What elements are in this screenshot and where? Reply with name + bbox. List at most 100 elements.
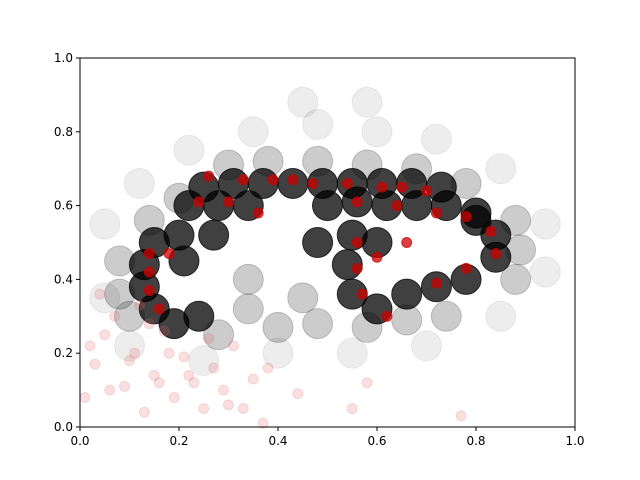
scatter-point: [356, 288, 368, 300]
x-tick-label: 1.0: [565, 434, 584, 448]
scatter-point: [153, 303, 165, 315]
scatter-point: [123, 167, 155, 199]
scatter-point: [411, 330, 442, 362]
scatter-point: [430, 207, 442, 219]
axes-frame: [79, 57, 576, 428]
scatter-point: [133, 299, 145, 311]
scatter-point: [361, 377, 373, 389]
scatter-point: [227, 340, 239, 352]
scatter-point: [351, 196, 363, 208]
scatter-point: [143, 318, 155, 330]
scatter-point: [109, 310, 121, 322]
scatter-point: [237, 403, 249, 415]
y-tick-label: 0.6: [54, 199, 73, 213]
scatter-point: [232, 293, 264, 325]
scatter-point: [124, 355, 135, 367]
scatter-point: [89, 282, 121, 314]
scatter-point: [94, 288, 106, 300]
x-tick-label: 0.2: [169, 434, 188, 448]
scatter-point: [307, 177, 319, 189]
scatter-point: [302, 108, 334, 140]
scatter-point: [223, 196, 234, 208]
y-tick-label: 0.0: [54, 420, 73, 434]
scatter-point: [128, 347, 140, 359]
scatter-point: [153, 377, 165, 389]
scatter-point: [218, 384, 230, 396]
scatter-point: [84, 340, 96, 352]
scatter-point: [312, 190, 343, 222]
y-tick-label: 1.0: [54, 51, 73, 65]
scatter-point: [89, 208, 121, 240]
scatter-point: [391, 278, 423, 310]
scatter-point: [163, 248, 175, 260]
scatter-point: [173, 134, 205, 166]
scatter-point: [178, 351, 190, 363]
scatter-point: [168, 245, 200, 277]
scatter-point: [371, 251, 383, 263]
scatter-point: [193, 196, 205, 208]
scatter-point: [114, 330, 145, 362]
scatter-point: [247, 373, 259, 385]
scatter-point: [430, 300, 462, 332]
scatter-point: [336, 337, 368, 369]
scatter-point: [183, 369, 195, 381]
scatter-point: [262, 311, 294, 343]
scatter-point: [455, 410, 467, 422]
scatter-point: [302, 308, 334, 340]
scatter-point: [302, 227, 334, 258]
x-tick-label: 0.8: [466, 434, 485, 448]
scatter-point: [163, 219, 195, 251]
scatter-point: [237, 116, 269, 148]
scatter-point: [198, 403, 210, 415]
plot-area: [79, 86, 561, 429]
scatter-point: [262, 337, 294, 369]
scatter-point: [79, 391, 91, 403]
scatter-point: [188, 345, 220, 377]
scatter-point: [490, 248, 502, 260]
y-tick-label: 0.4: [54, 272, 73, 286]
scatter-point: [376, 181, 388, 193]
scatter-point: [267, 174, 279, 186]
scatter-point: [391, 200, 403, 212]
x-tick-label: 0.0: [70, 434, 89, 448]
scatter-point: [143, 284, 155, 296]
scatter-point: [99, 329, 111, 341]
scatter-point: [351, 262, 363, 274]
scatter-point: [485, 225, 497, 237]
scatter-point: [138, 406, 150, 418]
scatter-point: [252, 207, 264, 219]
scatter-point: [148, 369, 160, 381]
scatter-point: [208, 362, 220, 374]
scatter-point: [237, 174, 249, 186]
scatter-point: [420, 123, 452, 155]
scatter-point: [346, 403, 358, 415]
scatter-point: [351, 86, 383, 118]
x-tick-label: 0.6: [367, 434, 386, 448]
scatter-point: [361, 116, 393, 148]
scatter-point: [351, 237, 363, 248]
scatter-point: [262, 362, 274, 374]
scatter-point: [421, 185, 432, 197]
scatter-point: [401, 237, 413, 248]
scatter-point: [203, 332, 215, 344]
scatter-point: [529, 256, 561, 288]
scatter-point: [460, 211, 472, 223]
scatter-point: [287, 282, 319, 314]
scatter-point: [198, 219, 230, 251]
scatter-point: [341, 177, 353, 189]
scatter-point: [163, 347, 175, 359]
scatter-point: [119, 380, 131, 392]
scatter-point: [89, 358, 101, 370]
scatter-point: [104, 384, 116, 396]
scatter-point: [168, 391, 180, 403]
scatter-point: [396, 181, 408, 193]
scatter-point: [257, 417, 269, 429]
scatter-point: [188, 377, 200, 389]
scatter-point: [183, 300, 215, 332]
x-tick-label: 0.4: [268, 434, 287, 448]
scatter-point: [203, 170, 215, 182]
scatter-point: [500, 263, 532, 295]
scatter-point: [232, 263, 264, 295]
scatter-point: [158, 325, 170, 337]
